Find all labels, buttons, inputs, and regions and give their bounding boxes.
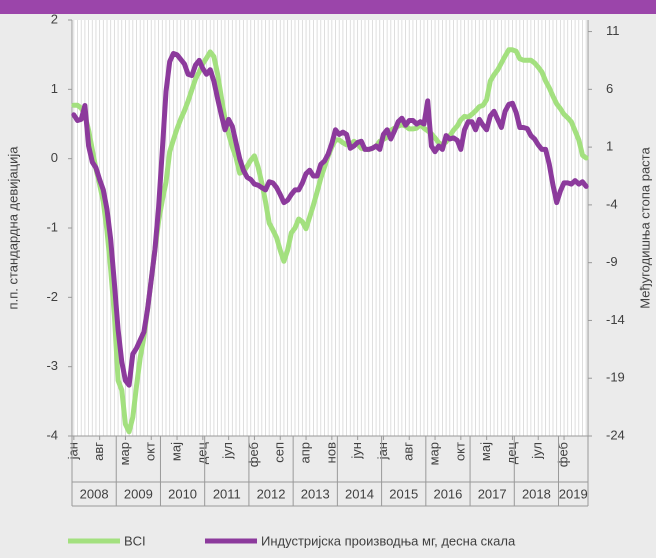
x-tick-label: јул — [220, 442, 235, 460]
x-tick-label: дец — [194, 441, 209, 464]
y-tick-label: 0 — [51, 150, 58, 165]
y-tick-label: -3 — [46, 358, 58, 373]
y-tick-label: -4 — [46, 427, 58, 442]
y2-axis-title: Међугодишња стопа раста — [637, 147, 652, 309]
y2-tick-label: -24 — [606, 427, 625, 442]
year-label: 2016 — [433, 486, 462, 501]
y2-tick-label: -9 — [606, 254, 618, 269]
y2-tick-label: -19 — [606, 370, 625, 385]
year-label: 2017 — [478, 486, 507, 501]
x-tick-label: јул — [530, 442, 545, 460]
year-label: 2011 — [213, 486, 241, 501]
x-tick-label: нов — [323, 442, 338, 463]
x-tick-label: авг — [401, 442, 416, 461]
y2-tick-label: 11 — [606, 23, 620, 38]
year-label: 2008 — [80, 486, 109, 501]
year-label: 2013 — [301, 486, 330, 501]
y-axis-title: п.п. стандардна девијација — [5, 146, 20, 310]
y2-tick-label: 6 — [606, 81, 613, 96]
x-tick-label: јун — [349, 442, 364, 460]
legend-label: Индустријска производња мг, десна скала — [261, 533, 516, 548]
x-tick-label: апр — [297, 442, 312, 464]
y-tick-label: 1 — [51, 81, 58, 96]
x-tick-label: мај — [478, 442, 493, 461]
y-tick-label: -1 — [46, 219, 58, 234]
x-tick-label: феб — [555, 442, 570, 467]
x-tick-label: авг — [91, 442, 106, 461]
year-label: 2019 — [559, 486, 588, 501]
x-tick-label: окт — [452, 442, 467, 461]
year-label: 2014 — [345, 486, 374, 501]
plot-area — [72, 20, 588, 436]
year-label: 2010 — [168, 486, 197, 501]
x-tick-label: дец — [504, 441, 519, 464]
series-line — [71, 51, 589, 388]
y-tick-label: 2 — [51, 11, 58, 26]
x-tick-label: феб — [246, 442, 261, 467]
year-label: 2018 — [522, 486, 551, 501]
y2-tick-label: 1 — [606, 139, 613, 154]
x-tick-label: мај — [168, 442, 183, 461]
x-tick-label: сеп — [272, 442, 287, 463]
x-tick-label: мар — [117, 442, 132, 465]
year-label: 2015 — [389, 486, 418, 501]
year-label: 2012 — [257, 486, 286, 501]
x-tick-label: мар — [426, 442, 441, 465]
y2-tick-label: -14 — [606, 312, 625, 327]
y2-tick-label: -4 — [606, 196, 618, 211]
x-tick-label: окт — [143, 442, 158, 461]
y-tick-label: -2 — [46, 289, 58, 304]
header-bar — [0, 0, 656, 14]
x-tick-label: јан — [65, 442, 80, 460]
legend-label: BCI — [124, 533, 146, 548]
year-label: 2009 — [124, 486, 153, 501]
x-tick-label: јан — [375, 442, 390, 460]
